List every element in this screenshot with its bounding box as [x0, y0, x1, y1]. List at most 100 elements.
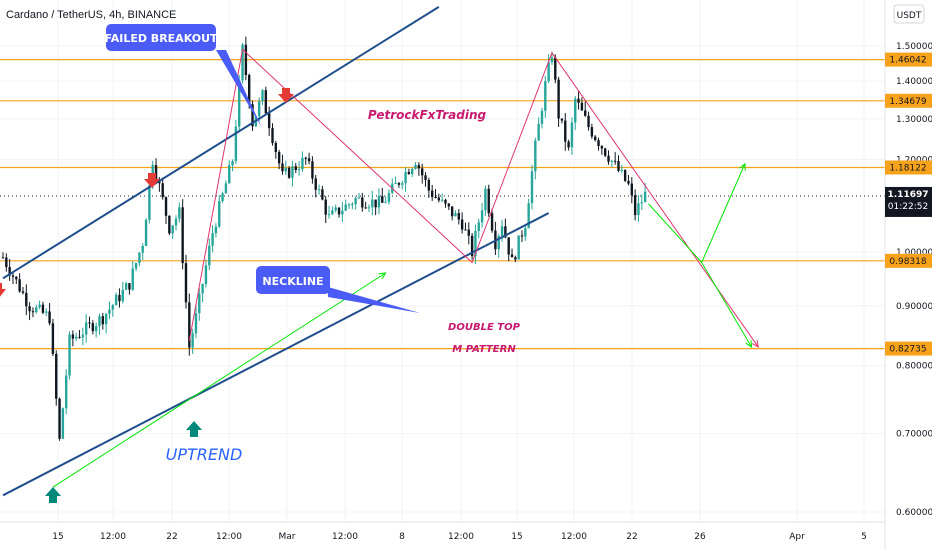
candle-body [168, 215, 171, 234]
candle-body [623, 169, 627, 181]
last-price-badge: 1.11697 01:22:52 [885, 186, 932, 217]
time-tick-label: 22 [626, 532, 637, 542]
candle-body [238, 80, 241, 127]
candle-body [45, 311, 48, 313]
level-price-badge [885, 341, 932, 356]
time-tick-label: 22 [166, 532, 177, 542]
candle-body [514, 257, 517, 260]
candle-body [178, 207, 181, 219]
candle-body [607, 155, 610, 162]
candle-body [314, 178, 317, 190]
level-price-badge [885, 253, 932, 268]
candle-body [454, 213, 457, 217]
candle-body [71, 334, 75, 339]
candle-body [430, 190, 434, 197]
candle-body [31, 311, 35, 313]
level-price-label: 1.34679 [889, 97, 926, 107]
currency-button[interactable]: USDT [893, 4, 925, 24]
candle-body [208, 245, 211, 266]
candle-body [424, 175, 427, 180]
countdown-timer: 01:22:52 [888, 202, 928, 212]
candle-body [277, 151, 281, 164]
time-tick-label: 5 [861, 532, 867, 542]
candle-body [421, 168, 424, 176]
candle-body [284, 167, 287, 172]
candle-body [204, 265, 208, 285]
time-tick-label: 8 [399, 532, 405, 542]
candle-body [161, 183, 164, 198]
candle-body [487, 188, 490, 214]
candle-body [643, 191, 647, 203]
candle-body [394, 183, 397, 185]
candle-body [291, 166, 294, 178]
candle-body [617, 161, 620, 171]
candle-body [297, 169, 301, 171]
candle-body [121, 289, 124, 302]
candlesticks [1, 36, 647, 441]
candle-body [181, 207, 184, 264]
candle-body [234, 126, 238, 162]
candle-body [68, 334, 71, 376]
candle-body [440, 199, 444, 201]
candle-body [477, 222, 480, 231]
candle-body [271, 128, 274, 144]
candle-body [214, 226, 218, 234]
candle-body [560, 118, 564, 121]
candle-body [108, 309, 111, 314]
candle-body [287, 167, 291, 178]
up-arrow-icon [45, 487, 61, 503]
channel-lower-line [2, 212, 550, 497]
time-axis[interactable]: 15 12:00 22 12:00 Mar 12:00 8 12:00 15 12:00 22 26 A… [52, 532, 867, 542]
candle-body [637, 203, 640, 216]
candle-body [104, 313, 108, 325]
candle-body [490, 213, 494, 231]
price-axis[interactable]: 1.50000 1.40000 1.30000 1.20000 1.00000 0.900… [885, 42, 932, 518]
candle-body [597, 140, 600, 147]
time-tick-label: 15 [52, 532, 63, 542]
candle-body [138, 252, 141, 263]
candle-body [118, 294, 121, 302]
candle-body [111, 305, 114, 310]
candle-body [81, 334, 85, 338]
chart-title: Cardano / TetherUS, 4h, BINANCE [6, 9, 176, 21]
candle-body [371, 199, 374, 208]
candle-body [15, 276, 18, 280]
arrowhead-icon [751, 339, 759, 348]
arrowhead-icon [739, 162, 746, 171]
candle-body [307, 158, 311, 162]
channel-upper-line [2, 6, 440, 280]
horizontal-levels [0, 58, 885, 350]
candle-body [374, 199, 377, 208]
candle-body [367, 207, 371, 209]
failed-breakout-callout: FAILED BREAKOUT [104, 24, 262, 128]
trend-drawings [2, 6, 759, 497]
candle-body [484, 188, 487, 211]
candle-body [584, 110, 587, 116]
candle-body [590, 127, 594, 137]
candle-body [384, 201, 387, 203]
candle-body [11, 275, 15, 277]
candle-body [191, 333, 194, 348]
candle-body [28, 306, 31, 312]
candle-body [530, 171, 534, 204]
candle-body [5, 257, 8, 268]
candle-body [377, 196, 381, 208]
candle-body [334, 207, 337, 211]
candle-body [337, 207, 341, 215]
currency-button-label: USDT [897, 11, 922, 21]
candle-body [603, 148, 607, 156]
candle-body [464, 229, 467, 231]
arrowhead-icon [745, 339, 753, 348]
candle-body [74, 336, 78, 339]
candle-body [397, 183, 401, 185]
candle-body [587, 115, 590, 128]
candle-body [554, 57, 557, 80]
candle-body [264, 90, 268, 114]
candle-body [58, 398, 61, 439]
candle-body [520, 235, 524, 237]
price-tick-label: 1.20000 [896, 155, 932, 165]
time-tick-label: 12:00 [561, 532, 587, 542]
candle-body [244, 44, 248, 76]
